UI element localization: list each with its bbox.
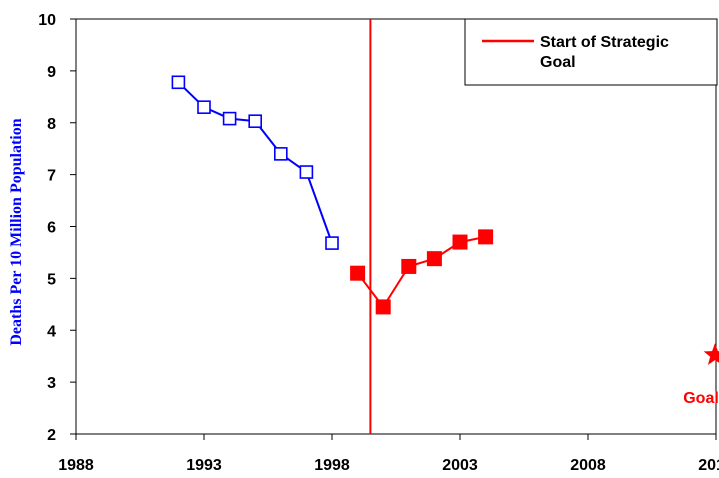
series-2-point [401,258,417,274]
y-axis-label: Deaths Per 10 Million Population [8,118,25,345]
legend-label-line-2: Goal [540,54,576,71]
y-ticks: 2 3 4 5 6 7 8 9 10 [38,12,76,444]
legend-label-line-1: Start of Strategic [540,34,669,51]
y-tick-label: 4 [47,323,56,340]
series-1-point [273,147,288,161]
series-2-point [375,299,391,315]
legend: Start of Strategic Goal [464,18,718,86]
x-ticks: 1988 1993 1998 2003 2008 2013 [58,434,719,474]
legend-label: Start of Strategic Goal [540,34,673,71]
x-tick-label: 1993 [186,457,222,474]
y-tick-label: 8 [47,116,56,133]
y-tick-label: 6 [47,220,56,237]
series-2-point [426,251,442,267]
goal-layer: Goal [683,343,719,407]
x-tick-label: 1998 [314,457,350,474]
x-tick-label: 2013 [698,457,719,474]
y-tick-label: 5 [47,271,56,288]
series-1-point [325,236,339,250]
y-tick-label: 7 [47,168,56,185]
y-tick-label: 9 [47,64,56,81]
series-2-point [350,265,366,281]
goal-star-icon [703,343,719,365]
x-tick-label: 1988 [58,457,94,474]
series-layer [171,75,494,315]
series-1-point [248,114,262,128]
series-1-point [222,111,237,126]
series-1-point [299,165,314,179]
y-tick-label: 2 [47,427,56,444]
series-2-point [478,229,494,245]
legend-box [464,18,718,86]
series-1-point [171,75,186,90]
y-tick-label: 10 [38,12,56,29]
series-2-point [452,234,468,250]
goal-label: Goal [683,390,719,407]
series-1-point [197,100,211,114]
x-tick-label: 2008 [570,457,606,474]
x-tick-label: 2003 [442,457,478,474]
plot-area: 2 3 4 5 6 7 8 9 10 1988 1993 1998 2003 2008 2013 Goal [38,12,719,474]
y-tick-label: 3 [47,375,56,392]
